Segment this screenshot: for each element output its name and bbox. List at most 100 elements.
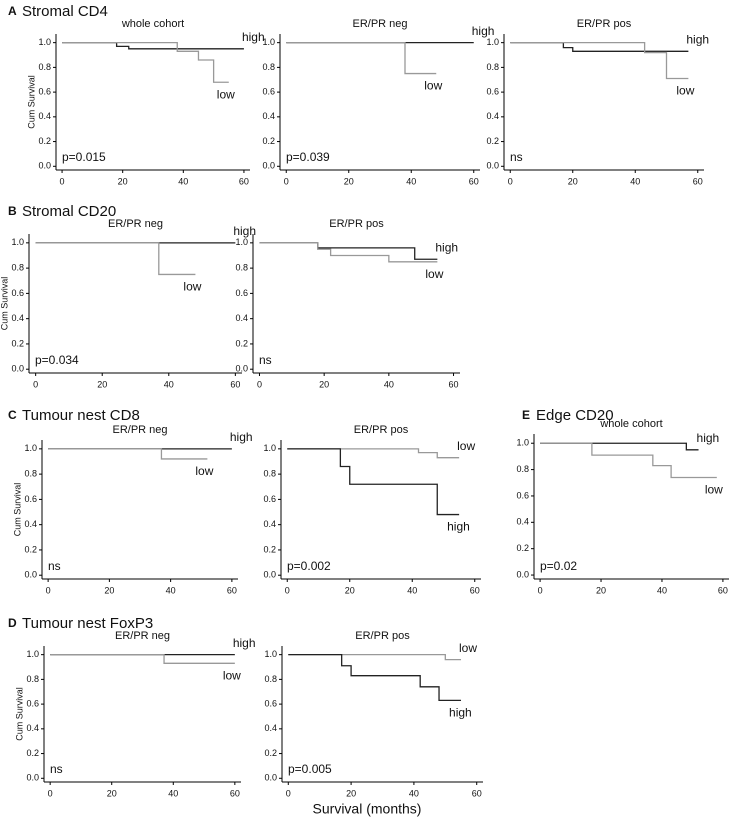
x-tick-label: 20 — [97, 379, 107, 389]
survival-curve — [50, 654, 235, 664]
y-tick-label: 0.4 — [486, 111, 499, 121]
y-tick-label: 0.8 — [262, 62, 275, 72]
y-tick-label: 0.0 — [516, 569, 529, 579]
y-tick-label: 0.0 — [38, 161, 51, 171]
y-tick-label: 0.4 — [516, 517, 529, 527]
survival-curve — [35, 242, 196, 276]
p-value: p=0.02 — [540, 559, 577, 573]
survival-curve — [259, 242, 438, 260]
y-tick-label: 0.6 — [38, 86, 51, 96]
x-tick-label: 60 — [239, 176, 249, 186]
y-tick-label: 0.8 — [24, 468, 37, 478]
x-tick-label: 60 — [718, 585, 728, 595]
y-axis-label: Cum Survival — [14, 687, 24, 741]
chart-title: ER/PR neg — [112, 424, 167, 436]
y-tick-label: 1.0 — [24, 443, 37, 453]
x-tick-label: 20 — [596, 585, 606, 595]
y-tick-label: 0.6 — [11, 288, 24, 298]
y-axis-label: Cum Survival — [12, 483, 22, 537]
y-tick-label: 0.8 — [264, 674, 277, 684]
y-tick-label: 0.0 — [11, 364, 24, 374]
survival-curve — [287, 448, 460, 516]
panel-letter: C — [8, 408, 17, 422]
x-tick-label: 40 — [657, 585, 667, 595]
curve-label: low — [705, 483, 723, 497]
x-tick-label: 60 — [230, 788, 240, 798]
y-tick-label: 0.2 — [11, 338, 24, 348]
y-tick-label: 0.8 — [26, 674, 39, 684]
y-tick-label: 0.0 — [235, 364, 248, 374]
x-tick-label: 60 — [469, 176, 479, 186]
survival-curve — [540, 442, 699, 451]
y-axis-label: Cum Survival — [26, 75, 36, 129]
p-value: p=0.039 — [286, 150, 330, 164]
x-tick-label: 40 — [406, 176, 416, 186]
curve-label: high — [447, 520, 470, 534]
curve-label: low — [457, 439, 475, 453]
chart-title: ER/PR neg — [352, 18, 407, 30]
y-tick-label: 0.0 — [262, 161, 275, 171]
survival-curve — [288, 654, 462, 702]
y-tick-label: 0.0 — [263, 570, 276, 580]
p-value: ns — [510, 150, 523, 164]
survival-curve — [288, 654, 462, 661]
panel-title: Tumour nest FoxP3 — [22, 615, 153, 632]
x-tick-label: 20 — [319, 379, 329, 389]
x-tick-label: 20 — [118, 176, 128, 186]
y-tick-label: 0.2 — [263, 544, 276, 554]
curve-label: low — [425, 267, 443, 281]
y-tick-label: 0.4 — [38, 111, 51, 121]
x-tick-label: 20 — [346, 788, 356, 798]
panel-title: Tumour nest CD8 — [22, 407, 140, 424]
x-tick-label: 60 — [693, 176, 703, 186]
panel-letter: B — [8, 204, 17, 218]
chart-title: ER/PR neg — [108, 218, 163, 230]
y-tick-label: 0.2 — [516, 543, 529, 553]
survival-curve — [62, 42, 229, 83]
p-value: ns — [48, 559, 61, 573]
y-tick-label: 0.4 — [263, 519, 276, 529]
panel-title: Stromal CD4 — [22, 3, 108, 20]
x-tick-label: 0 — [60, 176, 65, 186]
y-tick-label: 1.0 — [516, 438, 529, 448]
x-tick-label: 60 — [472, 788, 482, 798]
y-axis-label: Cum Survival — [0, 277, 9, 331]
y-tick-label: 0.6 — [264, 698, 277, 708]
x-axis-label: Survival (months) — [313, 801, 422, 817]
x-tick-label: 40 — [384, 379, 394, 389]
y-tick-label: 0.8 — [263, 468, 276, 478]
y-tick-label: 0.6 — [262, 86, 275, 96]
x-tick-label: 60 — [230, 379, 240, 389]
y-tick-label: 0.8 — [486, 62, 499, 72]
x-tick-label: 0 — [285, 585, 290, 595]
survival-curve — [540, 442, 717, 479]
x-tick-label: 20 — [107, 788, 117, 798]
p-value: p=0.002 — [287, 559, 331, 573]
y-tick-label: 0.8 — [516, 464, 529, 474]
x-tick-label: 0 — [284, 176, 289, 186]
y-tick-label: 0.2 — [264, 748, 277, 758]
panel-letter: D — [8, 616, 17, 630]
curve-label: high — [449, 706, 472, 720]
y-tick-label: 0.2 — [24, 544, 37, 554]
curve-label: low — [424, 79, 442, 93]
y-tick-label: 0.6 — [516, 490, 529, 500]
x-tick-label: 0 — [538, 585, 543, 595]
y-tick-label: 0.0 — [486, 161, 499, 171]
curve-label: high — [233, 224, 256, 238]
y-tick-label: 0.4 — [235, 313, 248, 323]
x-tick-label: 0 — [508, 176, 513, 186]
y-tick-label: 0.6 — [24, 494, 37, 504]
x-tick-label: 40 — [164, 379, 174, 389]
curve-label: low — [459, 641, 477, 655]
y-tick-label: 1.0 — [264, 649, 277, 659]
y-tick-label: 1.0 — [486, 37, 499, 47]
survival-curve — [286, 42, 437, 75]
survival-curve — [259, 242, 438, 263]
y-tick-label: 1.0 — [11, 237, 24, 247]
p-value: p=0.005 — [288, 762, 332, 776]
curve-label: high — [472, 24, 495, 38]
y-tick-label: 0.8 — [235, 262, 248, 272]
y-tick-label: 1.0 — [235, 237, 248, 247]
y-tick-label: 0.6 — [235, 288, 248, 298]
